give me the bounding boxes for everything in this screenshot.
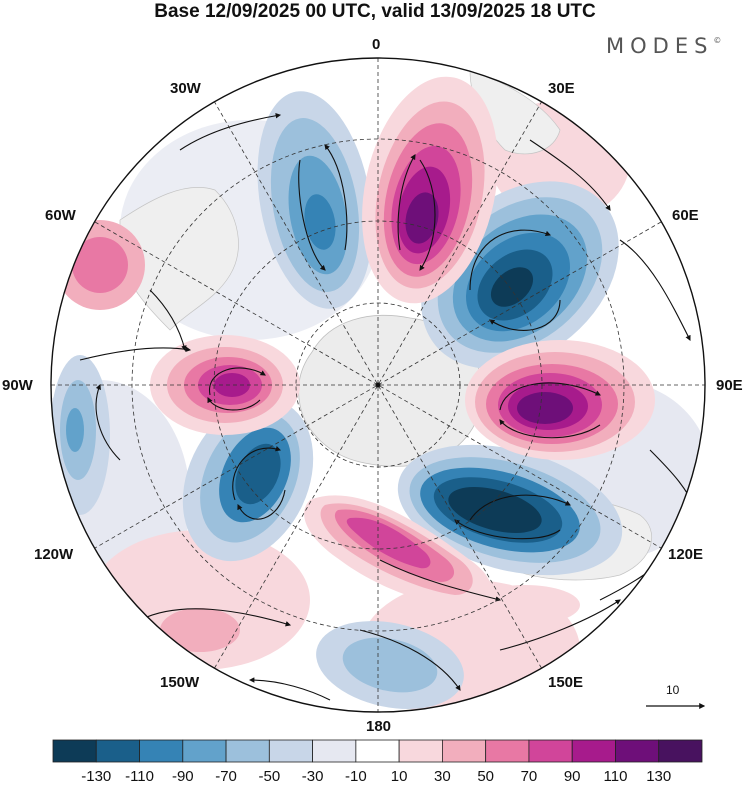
copyright-mark: © xyxy=(713,36,722,45)
colorbar-swatch xyxy=(312,739,357,763)
lon-label-90e: 90E xyxy=(716,377,743,394)
colorbar-swatch xyxy=(182,739,227,763)
colorbar-tick-label: -90 xyxy=(171,768,194,785)
lon-label-180: 180 xyxy=(366,718,392,735)
colorbar-tick-label: -10 xyxy=(345,768,367,785)
map-title: Base 12/09/2025 00 UTC, valid 13/09/2025… xyxy=(154,1,596,22)
lon-label-120w: 120W xyxy=(34,546,74,563)
colorbar-tick-label: 30 xyxy=(434,768,451,785)
map-field xyxy=(51,58,705,712)
colorbar-swatch xyxy=(571,739,616,763)
colorbar-swatch xyxy=(52,739,97,763)
colorbar-tick-label: 90 xyxy=(563,768,581,785)
colorbar-tick-label: 130 xyxy=(646,768,672,785)
positive-anomalies xyxy=(55,76,655,652)
colorbar-tick-label: 10 xyxy=(390,768,408,785)
land-south-america xyxy=(119,186,239,331)
lon-label-120e: 120E xyxy=(668,546,704,563)
south-pole-marker xyxy=(375,382,381,388)
negative-anomalies xyxy=(51,91,623,709)
lon-label-60e: 60E xyxy=(672,207,699,224)
colorbar-swatch xyxy=(485,739,530,763)
colorbar-tick-label: -70 xyxy=(215,768,237,785)
colorbar-swatch xyxy=(398,739,443,763)
lon-label-60w: 60W xyxy=(45,207,76,224)
colorbar-tick-label: -130 xyxy=(81,768,112,785)
brand-logo: MODES© xyxy=(606,34,721,58)
lon-label-90w: 90W xyxy=(2,377,33,394)
colorbar-tick-label: 110 xyxy=(603,768,628,785)
meridian-grid xyxy=(51,58,705,712)
lon-label-150e: 150E xyxy=(548,674,584,691)
colorbar-swatch xyxy=(441,739,487,763)
lon-label-30e: 30E xyxy=(548,80,575,97)
map-boundary xyxy=(50,57,706,713)
colorbar-swatch xyxy=(658,739,703,763)
colorbar xyxy=(52,739,703,763)
colorbar-swatch xyxy=(95,739,140,763)
colorbar-swatch xyxy=(225,739,270,763)
colorbar-swatch xyxy=(615,739,660,763)
colorbar-swatch xyxy=(268,739,314,763)
lon-label-30w: 30W xyxy=(170,80,201,97)
colorbar-tick-label: 50 xyxy=(477,768,494,785)
colorbar-tick-label: 70 xyxy=(520,768,538,785)
streamlines xyxy=(79,113,702,701)
colorbar-tick-label: -30 xyxy=(301,768,324,785)
colorbar-swatch xyxy=(355,739,400,763)
colorbar-swatch xyxy=(528,739,573,763)
brand-text: MODES xyxy=(606,34,714,58)
lon-label-150w: 150W xyxy=(160,674,200,691)
colorbar-tick-label: -110 xyxy=(125,768,154,785)
colorbar-swatch xyxy=(139,739,184,763)
lon-label-0: 0 xyxy=(372,36,381,53)
colorbar-tick-label: -50 xyxy=(258,768,281,785)
reference-vector-label: 10 xyxy=(666,683,680,697)
